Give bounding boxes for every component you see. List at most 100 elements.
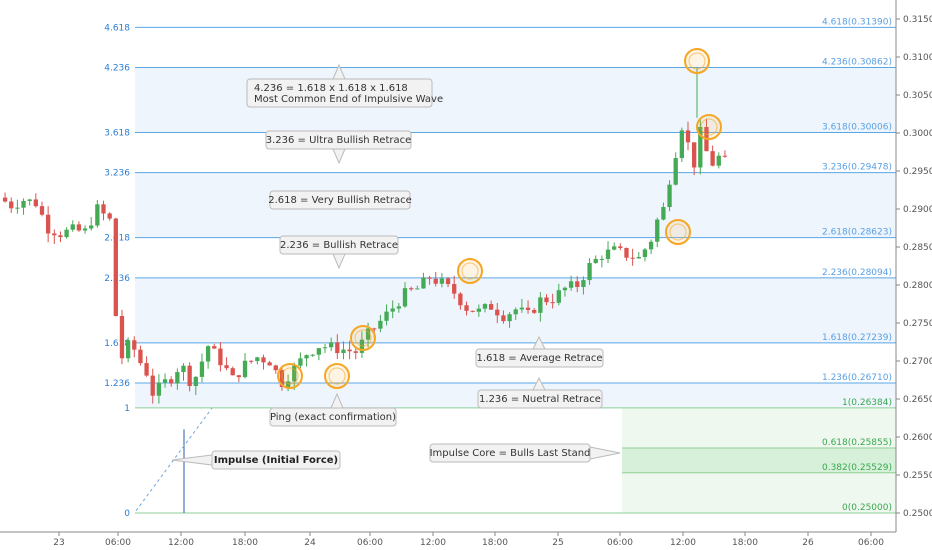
candle-body — [144, 363, 149, 376]
candle-body — [544, 297, 549, 303]
candle-body — [716, 155, 721, 166]
candle-body — [169, 379, 174, 384]
candle-body — [82, 228, 88, 231]
candle-body — [408, 288, 414, 290]
candle-body — [273, 365, 278, 371]
highlight-circle-inner — [328, 367, 346, 385]
candle-body — [162, 379, 168, 383]
candle-body — [249, 360, 254, 362]
candle-body — [532, 309, 537, 313]
fib-price-label: 2.618(0.28623) — [822, 228, 892, 238]
candle-body — [52, 233, 57, 236]
candle-body — [212, 346, 217, 349]
fib-band — [135, 172, 896, 238]
candle-body — [255, 357, 260, 362]
time-tick-label: 06:00 — [357, 538, 383, 548]
candle-body — [692, 142, 697, 168]
candle-body — [605, 249, 611, 259]
callout-text: Ping (exact confirmation) — [270, 412, 396, 423]
fib-price-label: 1.618(0.27239) — [822, 333, 892, 343]
candle-body — [433, 278, 438, 284]
candle-body — [427, 277, 432, 279]
candle-body — [482, 304, 488, 309]
fib-price-label: 2.236(0.28094) — [822, 268, 892, 278]
callout-box — [269, 407, 397, 427]
candle-body — [132, 340, 137, 350]
time-tick-label: 12:00 — [168, 538, 194, 548]
candle-body — [372, 328, 377, 330]
candle-body — [476, 308, 481, 312]
callout-box — [429, 443, 591, 463]
callout-pointer — [332, 253, 346, 270]
candle-body — [95, 204, 100, 226]
callout-text: Impulse (Initial Force) — [214, 455, 338, 466]
candle-body — [218, 348, 223, 366]
candle-body — [45, 214, 51, 234]
candle-body — [470, 310, 475, 312]
candle-body — [15, 207, 20, 209]
candle-body — [261, 357, 266, 363]
candle-body — [187, 365, 192, 386]
callout-box — [211, 450, 341, 470]
candle-body — [439, 278, 445, 284]
time-tick-label: 12:00 — [670, 538, 696, 548]
candle-body — [618, 246, 623, 248]
candle-body — [710, 151, 715, 166]
candle-body — [402, 288, 408, 307]
time-tick-label: 26 — [802, 538, 814, 548]
candle-body — [101, 204, 106, 214]
candle-body — [587, 263, 592, 281]
candle-body — [107, 213, 112, 219]
fib-price-label: 1(0.26384) — [842, 398, 892, 408]
callout-pointer — [332, 148, 346, 165]
callout-box — [265, 130, 412, 150]
callout-text: 4.236 = 1.618 x 1.618 x 1.618 — [254, 83, 408, 94]
highlight-circle-inner — [700, 118, 718, 136]
candle-body — [89, 225, 94, 229]
callout-text: 3.236 = Ultra Bullish Retrace — [266, 135, 412, 146]
candle-body — [630, 257, 635, 259]
candle-body — [365, 328, 371, 340]
highlight-circle-inner — [354, 329, 372, 347]
time-tick-label: 24 — [304, 538, 316, 548]
callout-text: 1.618 = Average Retrace — [476, 353, 602, 364]
candle-body — [612, 246, 617, 250]
candle-body — [335, 342, 340, 354]
candle-body — [562, 287, 568, 291]
candle-body — [698, 126, 703, 168]
callout-text: 2.236 = Bullish Retrace — [280, 240, 398, 251]
candle-body — [648, 241, 654, 250]
candle-body — [242, 360, 248, 378]
candle-body — [267, 362, 272, 366]
candle-body — [464, 305, 469, 311]
candle-body — [2, 197, 8, 202]
candle-body — [175, 372, 180, 384]
fib-ratio-label: 0 — [124, 509, 130, 519]
candle-body — [353, 351, 358, 353]
time-tick-label: 06:00 — [858, 538, 884, 548]
candle-body — [310, 354, 315, 356]
time-tick-label: 25 — [552, 538, 563, 548]
highlight-circle-inner — [281, 367, 299, 385]
candle-body — [70, 224, 75, 230]
candle-body — [9, 201, 14, 209]
candle-body — [550, 302, 555, 304]
fib-ratio-label: 1.618 — [104, 339, 130, 349]
candle-body — [58, 235, 63, 238]
fib-price-label: 4.236(0.30862) — [822, 57, 892, 67]
candle-body — [27, 199, 32, 201]
candle-body — [113, 218, 118, 317]
time-tick-label: 06:00 — [105, 538, 131, 548]
fib-ratio-label: 4.618 — [104, 23, 130, 33]
callout-text: 2.618 = Very Bullish Retrace — [268, 195, 412, 206]
candle-body — [390, 308, 395, 312]
